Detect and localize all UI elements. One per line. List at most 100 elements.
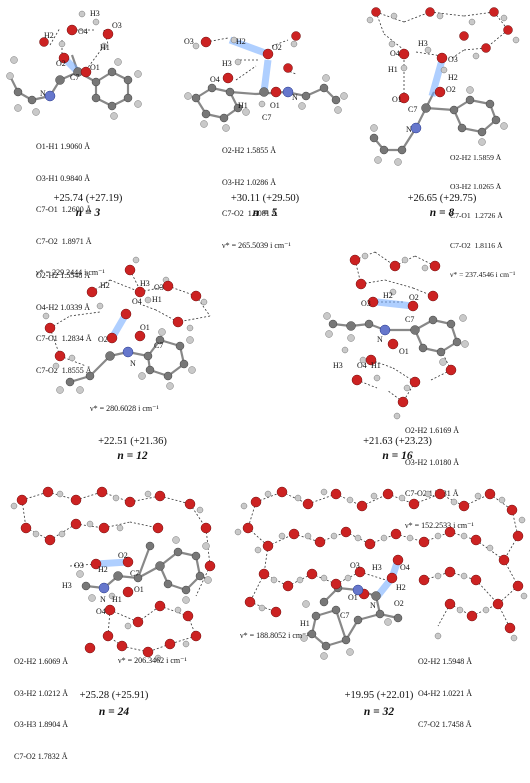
atom-label: C7: [154, 341, 163, 350]
info-line: O4-H2 1.0339 Å: [36, 302, 90, 312]
panel-n24: O3 H2 O2 C7 H3 N H1 O1 O4 O2-H2 1.6069 Å…: [0, 476, 228, 761]
info-line: ν* = 237.4546 i cm⁻¹: [450, 270, 516, 280]
atom-label: O4: [78, 27, 88, 36]
n-label: n = 12: [117, 450, 148, 462]
atom-label: N: [130, 359, 136, 368]
info-line: C7-O2 1.8971 Å: [36, 236, 92, 246]
info-line: C7-O1 1.2600 Å: [36, 205, 92, 214]
atom-label: O4: [390, 49, 400, 58]
atom-label: O4: [400, 563, 410, 572]
atom-label: C7: [70, 73, 79, 82]
n-label: n = 3: [75, 207, 101, 219]
info-line: C7-O1 1.2726 Å: [450, 211, 503, 221]
atom-label: O1: [90, 63, 100, 72]
atom-label: O3: [184, 37, 194, 46]
info-line: O2-H2 1.5948 Å: [418, 657, 472, 666]
atom-label: O3: [350, 561, 360, 570]
atom-label: N: [292, 93, 298, 102]
atom-label: C7: [130, 569, 139, 578]
frequency-label: ν* = 280.6028 i cm⁻¹: [90, 404, 159, 413]
info-line: O3-H2 1.0180 Å: [405, 457, 459, 467]
atom-label: N: [40, 89, 46, 98]
n-label: n = 32: [363, 706, 395, 718]
atom-label: O2: [409, 293, 419, 302]
atom-label: O2: [56, 59, 66, 68]
info-line: O2-H2 1.6169 Å: [405, 426, 459, 435]
atom-label: H3: [62, 581, 72, 590]
info-line: C7-O2 1.8116 Å: [450, 240, 503, 250]
bond-info: O2-H2 1.5548 Å O4-H2 1.0339 Å C7-O1 1.28…: [36, 250, 92, 397]
panel-n5: O3 H2 O2 H3 O4 H1 O1 N C7 O2-H2 1.5855 Å…: [176, 0, 354, 250]
molecule-n12: H2 O4 H3 O3 H1 O2 O1 C7 N: [42, 256, 211, 394]
atom-label: H1: [100, 43, 110, 52]
panel-n8: O4 H3 H1 O3 H2 O1 O2 C7 N O2-H2 1.5859 Å…: [354, 0, 530, 279]
info-line: C7-O2 1.8555 Å: [36, 365, 92, 375]
atom-label: O3: [154, 283, 164, 292]
panel-n32: O3 H3 O4 O1 H2 O2 H1 C7 N ν* = 188.8052 …: [228, 476, 530, 729]
info-line: ν* = 265.5039 i cm⁻¹: [222, 240, 291, 250]
n-label: n = 24: [98, 706, 130, 718]
atom-label: H1: [371, 361, 381, 370]
atom-label: H3: [372, 563, 382, 572]
atom-label: N: [370, 601, 376, 610]
atom-label: C7: [340, 611, 349, 620]
info-line: O3-H2 1.0212 Å: [14, 688, 68, 698]
atom-label: C7: [405, 315, 414, 324]
info-line: ν* = 229.2444 i cm⁻¹: [36, 268, 105, 277]
atom-label: H2: [383, 291, 393, 300]
atom-label: H2: [448, 73, 458, 82]
atom-label: H1: [152, 295, 162, 304]
molecule-n32: O3 H3 O4 O1 H2 O2 H1 C7 N: [234, 486, 528, 660]
atom-label: H2: [44, 31, 54, 40]
info-line: O3-H3 1.8904 Å: [14, 720, 68, 729]
n-label: n = 5: [252, 207, 278, 219]
info-line: O3-H1 0.9840 Å: [36, 173, 90, 183]
atom-label: O1: [270, 101, 280, 110]
panel-n16: O3 H2 O2 N C7 H3 O4 H1 O1 O2-H2 1.6169 Å…: [265, 240, 530, 530]
atom-label: H1: [238, 101, 248, 110]
atom-label: N: [100, 595, 106, 604]
molecule-n24: O3 H2 O2 C7 H3 N H1 O1 O4: [10, 486, 216, 662]
atom-label: O1: [348, 593, 358, 602]
energy-value: +22.51 (+21.36): [98, 436, 167, 447]
bond-info: O2-H2 1.5948 Å O4-H2 1.0221 Å C7-O2 1.74…: [418, 636, 472, 752]
panel-n3: H2 O4 H3 O3 H1 O2 O1 C7 N O1-H1 1.9060 Å…: [0, 0, 176, 277]
atom-label: H3: [333, 361, 343, 370]
atom-label: H3: [140, 279, 150, 288]
info-line: O4-H2 1.0221 Å: [418, 688, 472, 698]
atom-label: O1: [134, 585, 144, 594]
atom-label: O4: [357, 361, 367, 370]
energy-value: +25.74 (+27.19): [53, 193, 123, 204]
info-line: O2-H2 1.5855 Å: [222, 146, 276, 155]
energy-value: +19.95 (+22.01): [344, 690, 414, 701]
molecule-n3: H2 O4 H3 O3 H1 O2 O1 C7 N: [6, 9, 142, 120]
atom-label: O1: [392, 95, 402, 104]
atom-label: O2: [272, 43, 282, 52]
atom-label: N: [406, 125, 412, 134]
atom-label: O2: [118, 551, 128, 560]
atom-label: H3: [90, 9, 100, 18]
bond-info: O2-H2 1.5855 Å O3-H2 1.0286 Å C7-O2 1.90…: [222, 125, 291, 272]
frequency-label: ν* = 206.3462 i cm⁻¹: [118, 656, 187, 665]
molecule-n8: O4 H3 H1 O3 H2 O1 O2 C7 N: [366, 7, 520, 166]
molecule-n5: O3 H2 O2 H3 O4 H1 O1 N C7: [184, 31, 348, 132]
atom-label: N: [377, 335, 383, 344]
atom-label: H3: [418, 39, 428, 48]
energy-value: +26.65 (+29.75): [407, 193, 477, 204]
atom-label: C7: [408, 105, 417, 114]
atom-label: O4: [96, 607, 106, 616]
atom-label: H3: [222, 59, 232, 68]
info-line: C7-O2 1.7832 Å: [14, 751, 68, 761]
info-line: C7-O2 1.7458 Å: [418, 720, 472, 729]
molecule-n16: O3 H2 O2 N C7 H3 O4 H1 O1: [323, 251, 469, 420]
atom-label: O3: [448, 55, 458, 64]
bond-info: O1-H1 1.9060 Å O3-H1 0.9840 Å C7-O1 1.26…: [36, 121, 105, 300]
energy-value: +25.28 (+25.91): [79, 690, 149, 701]
atom-label: O4: [210, 75, 220, 84]
energy-value: +21.63 (+23.23): [363, 436, 432, 447]
info-line: ν* = 152.2533 i cm⁻¹: [405, 520, 474, 530]
info-line: O2-H2 1.6069 Å: [14, 657, 68, 666]
info-line: C7-O1 1.2834 Å: [36, 334, 92, 343]
energy-value: +30.11 (+29.50): [230, 193, 300, 204]
atom-label: O3: [74, 561, 84, 570]
